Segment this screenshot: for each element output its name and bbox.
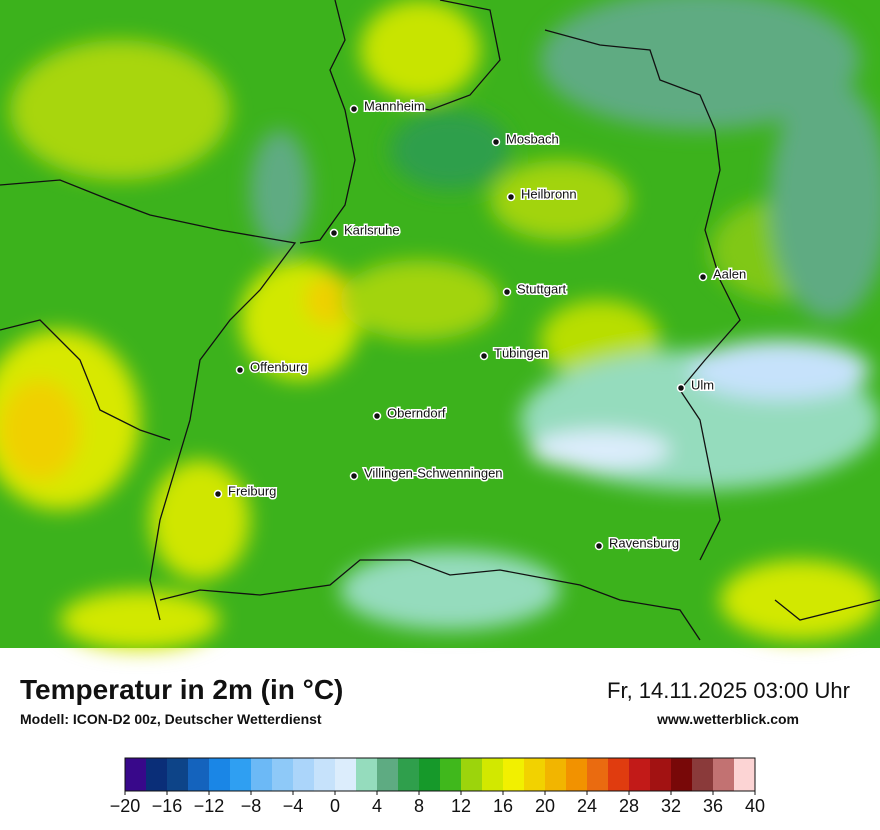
color-segment <box>461 758 483 791</box>
color-segment <box>482 758 504 791</box>
color-segment <box>251 758 273 791</box>
datetime: Fr, 14.11.2025 03:00 Uhr <box>607 678 850 703</box>
city-marker <box>594 541 604 551</box>
color-segment <box>356 758 378 791</box>
city-labels: Mannheim Mosbach Heilbronn Karlsruhe Stuttga… <box>213 97 748 552</box>
tick-label: −12 <box>194 796 225 816</box>
map: Mannheim Mosbach Heilbronn Karlsruhe Stuttga… <box>0 0 880 650</box>
tick-label: 16 <box>493 796 513 816</box>
tick-label: 24 <box>577 796 597 816</box>
color-segment <box>314 758 336 791</box>
city-marker <box>506 192 516 202</box>
color-segment <box>503 758 525 791</box>
color-segment <box>629 758 651 791</box>
city-label: Heilbronn <box>521 186 577 201</box>
city-label: Freiburg <box>228 483 276 498</box>
color-segment <box>566 758 588 791</box>
city-label: Mosbach <box>506 131 559 146</box>
tick-label: 20 <box>535 796 555 816</box>
city-marker <box>349 471 359 481</box>
color-segment <box>230 758 252 791</box>
colorbar: −20 −16 −12 −8 −4 0 4 8 12 16 20 24 28 32 36 40 <box>110 757 765 816</box>
color-segment <box>440 758 462 791</box>
color-segment <box>125 758 147 791</box>
color-segment <box>209 758 231 791</box>
city-label: Tübingen <box>494 345 548 360</box>
city-marker <box>372 411 382 421</box>
tick-label: −16 <box>152 796 183 816</box>
city-label: Stuttgart <box>517 281 567 296</box>
color-segment <box>272 758 294 791</box>
website: www.wetterblick.com <box>656 711 799 727</box>
color-segment <box>713 758 735 791</box>
color-segment <box>377 758 399 791</box>
color-segment <box>293 758 315 791</box>
city-marker <box>349 104 359 114</box>
tick-label: 12 <box>451 796 471 816</box>
tick-label: 40 <box>745 796 765 816</box>
tick-label: 8 <box>414 796 424 816</box>
color-segment <box>650 758 672 791</box>
tick-label: 36 <box>703 796 723 816</box>
tick-label: 4 <box>372 796 382 816</box>
color-segment <box>419 758 441 791</box>
city-marker <box>235 365 245 375</box>
color-segment <box>734 758 756 791</box>
color-segment <box>398 758 420 791</box>
city-marker <box>329 228 339 238</box>
color-segment <box>587 758 609 791</box>
city-label: Oberndorf <box>387 405 446 420</box>
temperature-field <box>0 0 880 650</box>
city-marker <box>479 351 489 361</box>
color-segment <box>671 758 693 791</box>
tick-label: 0 <box>330 796 340 816</box>
city-marker <box>698 272 708 282</box>
city-label: Ravensburg <box>609 535 679 550</box>
city-label: Aalen <box>713 266 746 281</box>
borders <box>0 0 880 641</box>
city-label: Villingen-Schwenningen <box>364 465 503 480</box>
color-segment <box>524 758 546 791</box>
city-label: Ulm <box>691 377 714 392</box>
city-marker <box>213 489 223 499</box>
color-segment <box>608 758 630 791</box>
color-segment <box>167 758 189 791</box>
city-marker <box>502 287 512 297</box>
city-label: Offenburg <box>250 359 308 374</box>
tick-label: −20 <box>110 796 141 816</box>
city-label: Mannheim <box>364 98 425 113</box>
color-segment <box>692 758 714 791</box>
color-segment <box>146 758 168 791</box>
city-label: Karlsruhe <box>344 222 400 237</box>
subtitle: Modell: ICON-D2 00z, Deutscher Wetterdie… <box>20 711 322 727</box>
color-segment <box>545 758 567 791</box>
city-marker <box>676 383 686 393</box>
tick-label: 28 <box>619 796 639 816</box>
map-title: Temperatur in 2m (in °C) <box>20 674 343 705</box>
color-segment <box>188 758 210 791</box>
color-segment <box>335 758 357 791</box>
colorbar-frame <box>124 757 756 792</box>
tick-label: −4 <box>283 796 304 816</box>
city-marker <box>491 137 501 147</box>
tick-label: −8 <box>241 796 262 816</box>
tick-label: 32 <box>661 796 681 816</box>
